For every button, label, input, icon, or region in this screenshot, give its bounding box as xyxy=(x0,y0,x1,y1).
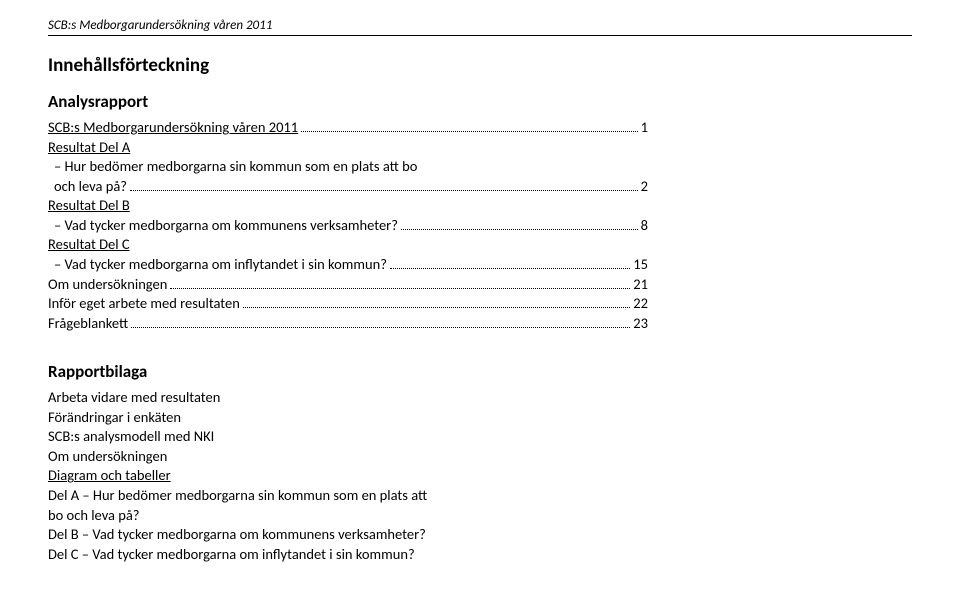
appendix-line: Om undersökningen xyxy=(48,447,912,467)
toc-item-text[interactable]: Resultat Del B xyxy=(48,196,130,216)
toc-line[interactable]: Resultat Del A xyxy=(48,138,648,158)
toc-line: – Vad tycker medborgarna om kommunens ve… xyxy=(48,216,648,236)
toc-item-text: och leva på? xyxy=(54,177,127,197)
toc-leader-dots xyxy=(130,190,638,191)
toc-item-text: – Hur bedömer medborgarna sin kommun som… xyxy=(54,157,417,177)
appendix-line[interactable]: Diagram och tabeller xyxy=(48,466,912,486)
toc-page-number: 15 xyxy=(633,255,648,275)
document-page: SCB:s Medborgarundersökning våren 2011 I… xyxy=(0,0,960,594)
appendix-line: Förändringar i enkäten xyxy=(48,408,912,428)
toc-item-text: Om undersökningen xyxy=(48,275,167,295)
toc-leader-dots xyxy=(131,327,630,328)
toc-page-number: 2 xyxy=(641,177,648,197)
toc-page-number: 21 xyxy=(633,275,648,295)
toc-line: och leva på? 2 xyxy=(48,177,648,197)
document-header: SCB:s Medborgarundersökning våren 2011 xyxy=(48,18,912,36)
toc-page-number: 8 xyxy=(641,216,648,236)
header-title: SCB:s Medborgarundersökning våren 2011 xyxy=(48,18,272,33)
toc-leader-dots xyxy=(401,229,638,230)
toc-leader-dots xyxy=(301,131,638,132)
toc-line: Frågeblankett 23 xyxy=(48,314,648,334)
toc-section-2: Arbeta vidare med resultatenFörändringar… xyxy=(48,388,912,564)
toc-heading: Innehållsförteckning xyxy=(48,54,912,77)
appendix-line: bo och leva på? xyxy=(48,506,912,526)
toc-item-text[interactable]: Resultat Del A xyxy=(48,138,130,158)
appendix-line: Del B – Vad tycker medborgarna om kommun… xyxy=(48,525,912,545)
toc-item-text: – Vad tycker medborgarna om inflytandet … xyxy=(54,255,387,275)
toc-line[interactable]: Resultat Del C xyxy=(48,235,648,255)
toc-section-1: SCB:s Medborgarundersökning våren 2011 1 R… xyxy=(48,118,648,333)
toc-leader-dots xyxy=(170,288,630,289)
toc-leader-dots xyxy=(390,268,630,269)
toc-item-text: Frågeblankett xyxy=(48,314,128,334)
toc-line[interactable]: SCB:s Medborgarundersökning våren 2011 1 xyxy=(48,118,648,138)
toc-line: – Hur bedömer medborgarna sin kommun som… xyxy=(48,157,648,177)
toc-page-number: 1 xyxy=(641,118,648,138)
toc-line[interactable]: Resultat Del B xyxy=(48,196,648,216)
toc-page-number: 23 xyxy=(633,314,648,334)
appendix-line: Arbeta vidare med resultaten xyxy=(48,388,912,408)
toc-page-number: 22 xyxy=(633,294,648,314)
section-2-title: Rapportbilaga xyxy=(48,361,912,382)
appendix-line: SCB:s analysmodell med NKI xyxy=(48,427,912,447)
toc-item-text: – Vad tycker medborgarna om kommunens ve… xyxy=(54,216,398,236)
toc-line: Inför eget arbete med resultaten 22 xyxy=(48,294,648,314)
toc-item-text[interactable]: SCB:s Medborgarundersökning våren 2011 xyxy=(48,118,298,138)
appendix-line: Del C – Vad tycker medborgarna om inflyt… xyxy=(48,545,912,565)
toc-leader-dots xyxy=(243,307,630,308)
toc-line: Om undersökningen 21 xyxy=(48,275,648,295)
toc-item-text: Inför eget arbete med resultaten xyxy=(48,294,240,314)
toc-item-text[interactable]: Resultat Del C xyxy=(48,235,130,255)
appendix-link-text[interactable]: Diagram och tabeller xyxy=(48,466,171,484)
toc-line: – Vad tycker medborgarna om inflytandet … xyxy=(48,255,648,275)
section-1-title: Analysrapport xyxy=(48,91,912,112)
appendix-line: Del A – Hur bedömer medborgarna sin komm… xyxy=(48,486,912,506)
